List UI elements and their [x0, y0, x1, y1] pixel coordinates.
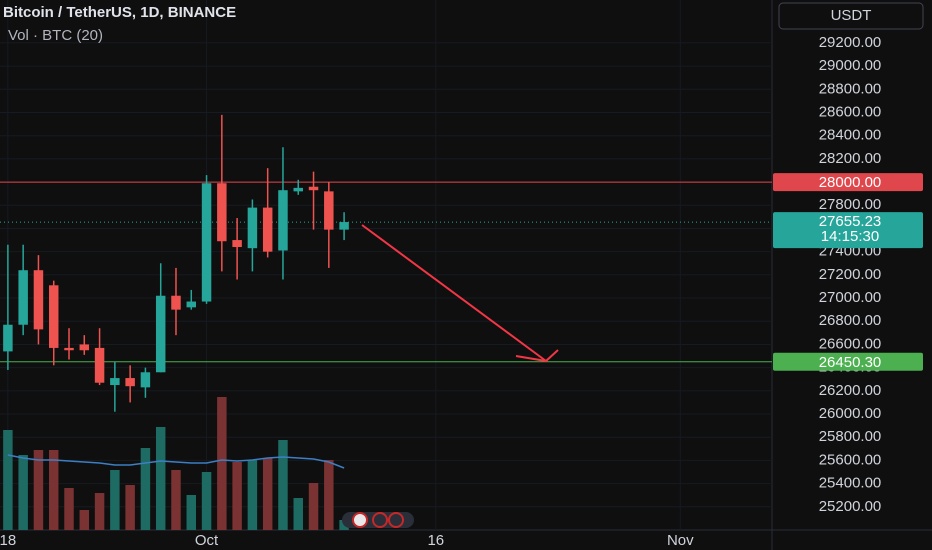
- candle-body: [79, 344, 90, 351]
- y-tick-label: 25600.00: [819, 451, 882, 468]
- y-tick-label: 26800.00: [819, 312, 882, 329]
- candle-body: [140, 372, 151, 388]
- y-tick-label: 28600.00: [819, 103, 882, 120]
- volume-bar: [201, 472, 212, 530]
- candle-body: [110, 378, 120, 386]
- y-tick-label: 27200.00: [819, 266, 882, 283]
- price-tag-label: 26450.30: [819, 354, 882, 371]
- y-tick-label: 26600.00: [819, 335, 882, 352]
- candle-body: [186, 301, 197, 308]
- y-tick-label: 26200.00: [819, 382, 882, 399]
- candle-body: [262, 207, 273, 252]
- candle-body: [155, 295, 166, 373]
- price-tag: [773, 352, 923, 371]
- y-tick-label: 28400.00: [819, 127, 882, 144]
- volume-bar: [125, 485, 135, 530]
- y-tick-label: 28200.00: [819, 150, 882, 167]
- y-tick-label: 29000.00: [819, 57, 882, 74]
- candles: [3, 114, 349, 412]
- candle-body: [308, 186, 319, 191]
- price-tag-label: 28000.00: [819, 174, 882, 191]
- volume-bar: [33, 450, 44, 530]
- price-lines: [0, 181, 772, 363]
- volume-bar: [79, 510, 90, 530]
- volume-bar: [171, 470, 181, 530]
- volume-bar: [232, 462, 242, 530]
- x-tick-label: Oct: [195, 532, 219, 549]
- volume-bar: [186, 495, 197, 530]
- volume-bar: [262, 458, 273, 530]
- flag-circle: [388, 512, 404, 528]
- price-axis: 25200.00 25400.00 25600.00 25800.00 26000.00…: [773, 34, 923, 515]
- currency-button[interactable]: [778, 2, 924, 30]
- candle-body: [339, 222, 349, 230]
- candle-body: [3, 324, 13, 352]
- volume-bar: [94, 493, 105, 530]
- volume-bar: [308, 483, 319, 530]
- time-axis: 18 Oct 16 Nov: [0, 532, 694, 549]
- candle-body: [201, 183, 212, 302]
- candle-body: [18, 270, 28, 325]
- volume-bar: [18, 455, 28, 530]
- candle-body: [217, 183, 227, 242]
- volume-bar: [64, 488, 74, 530]
- y-tick-label: 25400.00: [819, 475, 882, 492]
- volume-bar: [155, 427, 166, 530]
- candle-body: [278, 190, 288, 251]
- volume-pane: [3, 397, 349, 530]
- x-tick-label: 18: [0, 532, 16, 549]
- last-price-label: 27655.23: [819, 213, 882, 230]
- volume-bar: [217, 397, 227, 530]
- x-tick-label: Nov: [667, 532, 694, 549]
- flag-circle: [352, 512, 368, 528]
- candle-body: [94, 347, 105, 383]
- x-tick-label: 16: [427, 532, 444, 549]
- countdown-label: 14:15:30: [821, 228, 879, 245]
- currency-label[interactable]: USDT: [831, 7, 872, 24]
- volume-bar: [110, 470, 120, 530]
- arrow-head: [515, 349, 559, 363]
- candle-body: [232, 240, 242, 248]
- candle-body: [33, 270, 44, 330]
- y-tick-label: 29200.00: [819, 34, 882, 51]
- candle-body: [247, 207, 258, 249]
- chart-title: Bitcoin / TetherUS, 1D, BINANCE: [3, 4, 236, 21]
- y-tick-label: 25200.00: [819, 498, 882, 515]
- y-tick-label: 26000.00: [819, 405, 882, 422]
- volume-bar: [324, 460, 334, 530]
- arrow-drawing: [361, 224, 559, 363]
- volume-bar: [140, 448, 151, 530]
- candle-body: [48, 285, 59, 348]
- y-tick-label: 28800.00: [819, 80, 882, 97]
- volume-ma-line: [7, 454, 345, 469]
- volume-bar: [247, 460, 258, 530]
- candle-body: [171, 295, 181, 310]
- candle-body: [324, 191, 334, 230]
- candle-body: [293, 187, 303, 192]
- volume-bar: [48, 450, 59, 530]
- last-price-tag: [773, 212, 923, 249]
- price-tag: [773, 173, 923, 192]
- y-tick-label: 27800.00: [819, 196, 882, 213]
- y-tick-label: 25800.00: [819, 428, 882, 445]
- flag-icon: [342, 512, 414, 528]
- y-tick-label: 27000.00: [819, 289, 882, 306]
- volume-bar: [278, 440, 288, 530]
- volume-bar: [3, 430, 13, 530]
- arrow-shaft: [361, 224, 547, 362]
- candle-body: [64, 347, 74, 351]
- candle-body: [125, 378, 135, 387]
- volume-bar: [293, 498, 303, 530]
- volume-label: Vol · BTC (20): [8, 27, 103, 44]
- flag-circle: [372, 512, 388, 528]
